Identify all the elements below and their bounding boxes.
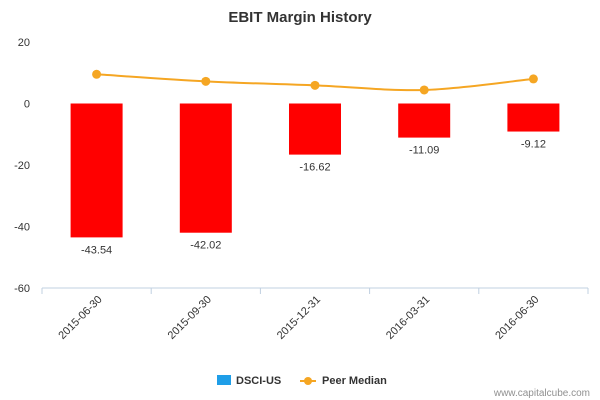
bar-2016-06-30[interactable] <box>507 103 560 132</box>
bar-2016-03-31[interactable] <box>398 103 451 138</box>
legend-label-peer-median: Peer Median <box>322 375 387 387</box>
bar-data-label: -11.09 <box>409 145 439 157</box>
x-tick-label: 2015-12-31 <box>275 294 323 342</box>
y-tick-label: -60 <box>14 283 30 295</box>
x-tick-label: 2015-06-30 <box>56 294 104 342</box>
bar-data-labels: -43.54 -42.02 -16.62 -11.09 -9.12 <box>81 139 546 257</box>
x-axis: 2015-06-30 2015-09-30 2015-12-31 2016-03-31… <box>41 287 589 342</box>
legend-marker-peer-median <box>304 377 312 385</box>
bar-data-label: -16.62 <box>299 162 330 174</box>
y-tick-label: 20 <box>18 37 30 49</box>
bar-data-label: -43.54 <box>81 244 112 256</box>
chart-title: EBIT Margin History <box>228 9 372 26</box>
y-tick-label: -40 <box>14 222 30 234</box>
x-tick-label: 2016-06-30 <box>493 294 541 342</box>
credit-text: www.capitalcube.com <box>493 388 590 399</box>
x-tick-label: 2015-09-30 <box>166 294 214 342</box>
peer-median-point-2015-06-30[interactable] <box>92 69 102 79</box>
legend-item-peer-median[interactable]: Peer Median <box>300 375 387 387</box>
bar-2015-09-30[interactable] <box>179 103 232 233</box>
y-tick-label: 0 <box>24 99 30 111</box>
peer-median-point-2016-06-30[interactable] <box>528 74 538 84</box>
bar-series <box>70 103 560 238</box>
bar-data-label: -9.12 <box>521 139 546 151</box>
x-tick-label: 2016-03-31 <box>384 294 432 342</box>
bar-2015-12-31[interactable] <box>289 103 341 155</box>
y-tick-label: -20 <box>14 160 30 172</box>
legend[interactable]: DSCI-US Peer Median <box>217 375 387 387</box>
bar-2015-06-30[interactable] <box>70 103 123 238</box>
legend-label-dsci: DSCI-US <box>236 375 281 387</box>
peer-median-point-2015-12-31[interactable] <box>310 80 320 90</box>
legend-swatch-dsci <box>217 375 231 385</box>
peer-median-point-2016-03-31[interactable] <box>419 85 429 95</box>
y-axis: 20 0 -20 -40 -60 <box>14 37 30 295</box>
bar-data-label: -42.02 <box>190 240 221 252</box>
peer-median-series <box>92 69 538 95</box>
peer-median-point-2015-09-30[interactable] <box>201 76 211 86</box>
legend-item-dsci[interactable]: DSCI-US <box>217 375 281 387</box>
